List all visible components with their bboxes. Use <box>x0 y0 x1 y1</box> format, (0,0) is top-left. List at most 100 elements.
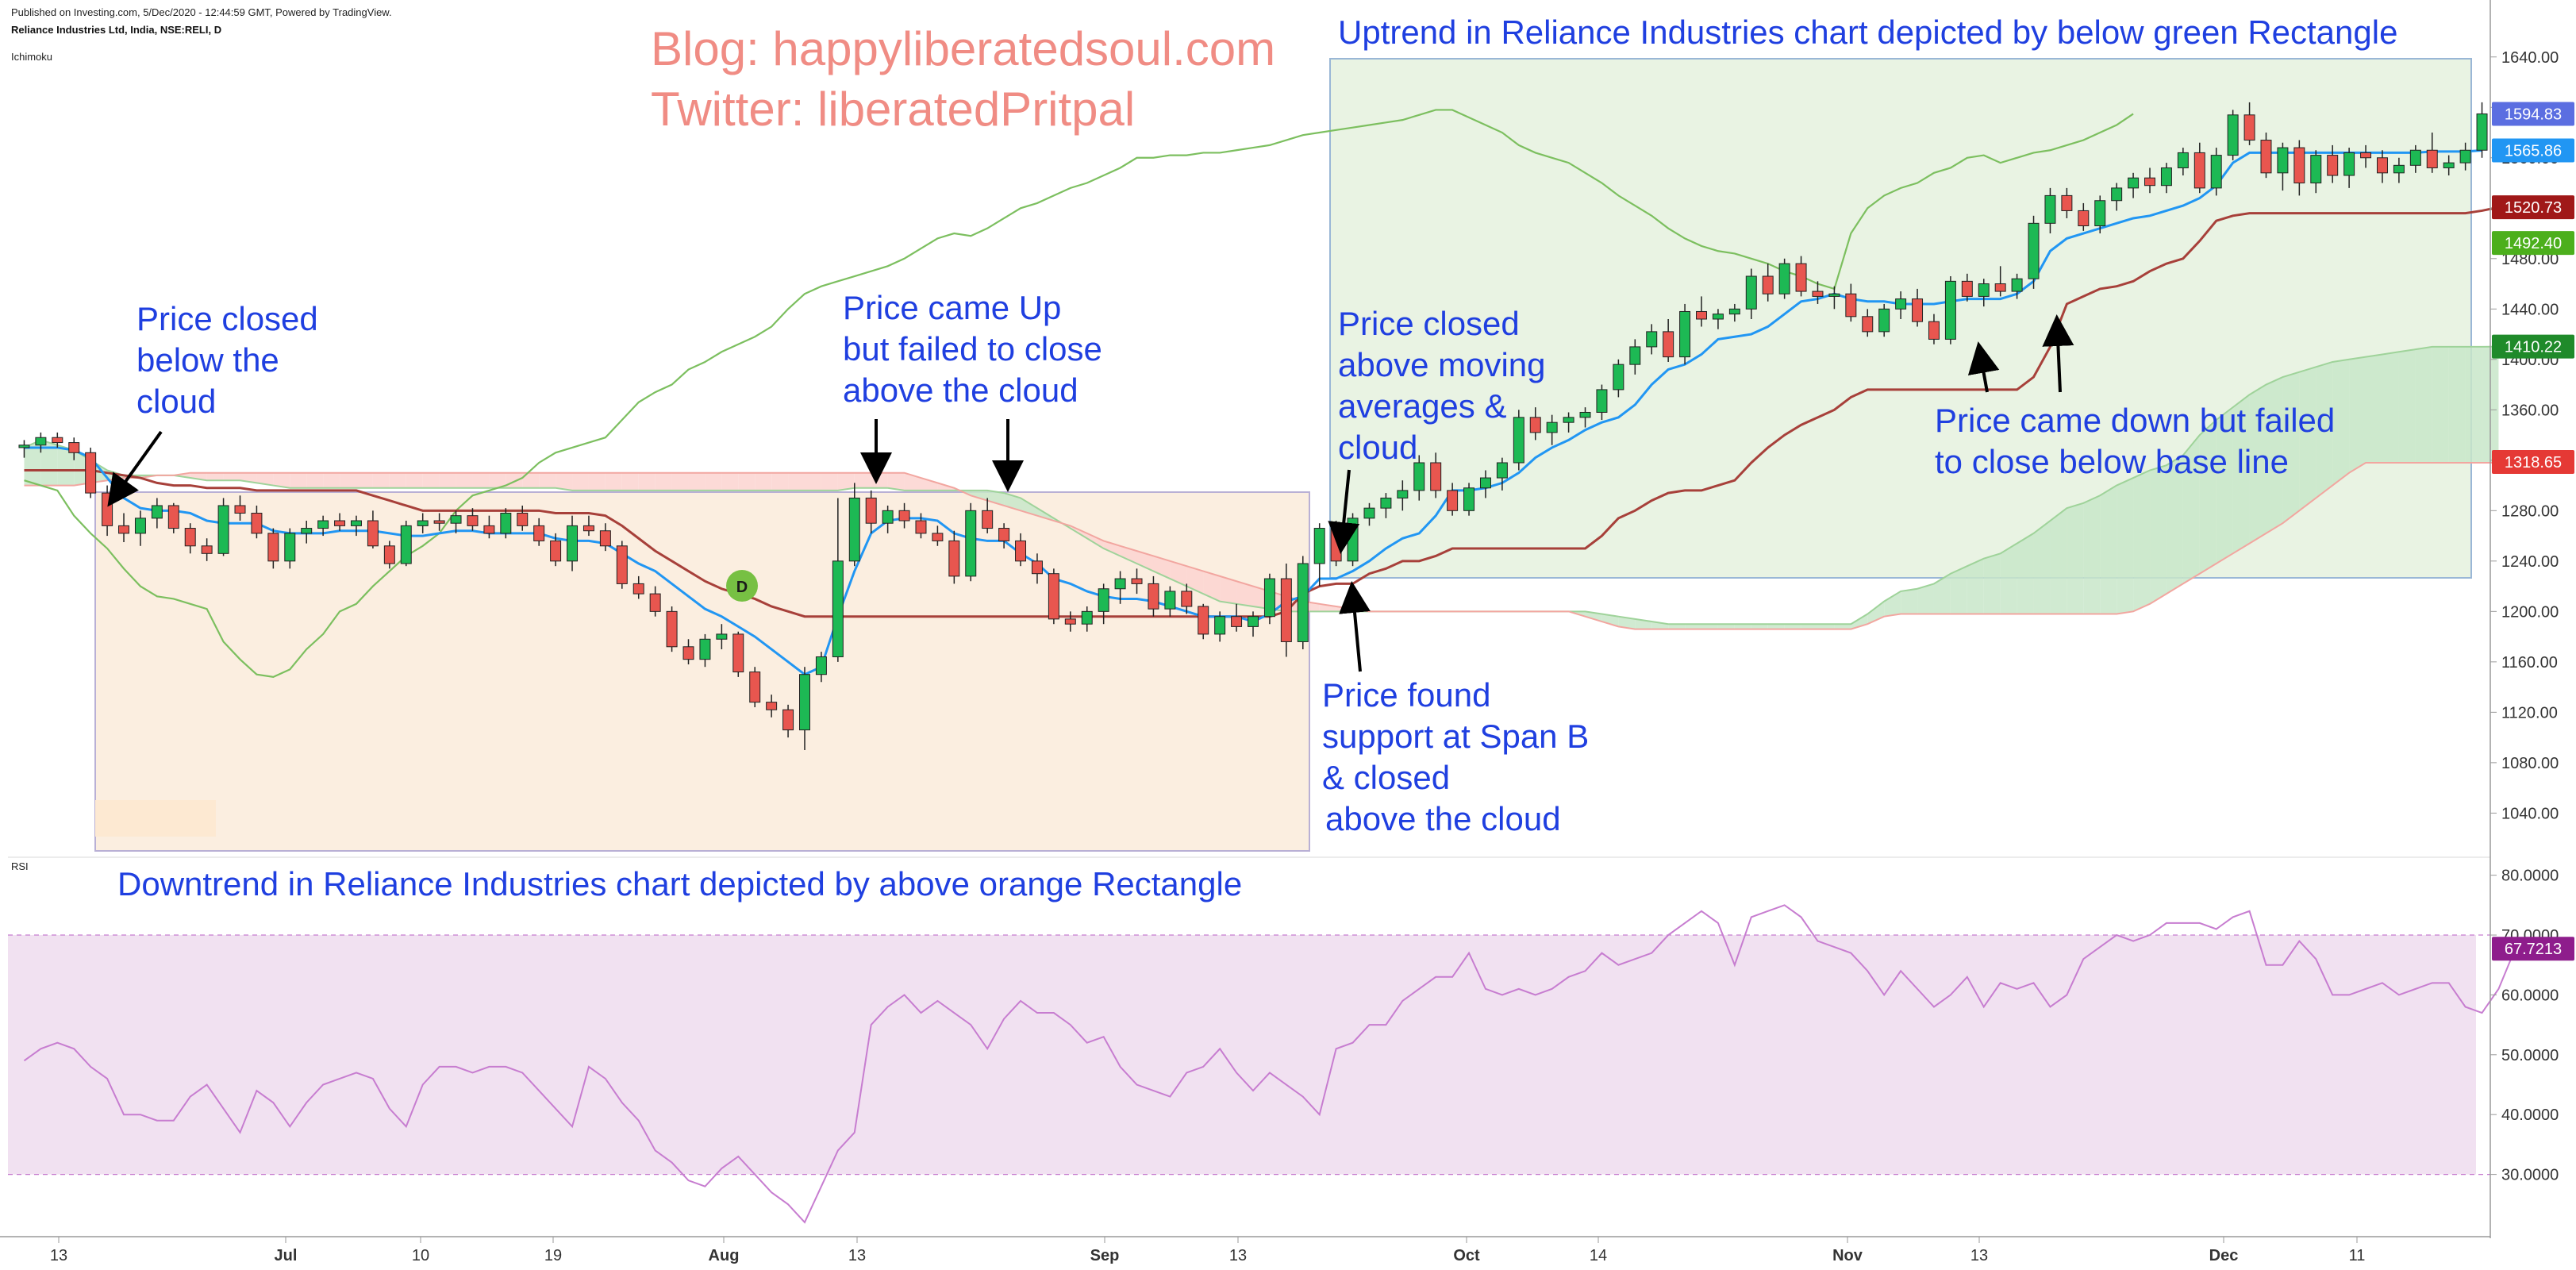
cloud-segment <box>588 472 606 491</box>
price-tag <box>2492 449 2574 474</box>
candle <box>832 560 844 657</box>
cloud-segment <box>1851 614 1868 629</box>
cloud-segment <box>2332 359 2350 486</box>
candle <box>1728 308 1740 315</box>
candle <box>483 525 495 534</box>
candle <box>848 497 860 562</box>
candle <box>2044 194 2056 224</box>
candle <box>1131 578 1143 584</box>
rsi-tick-label: 30.0000 <box>2501 1167 2559 1184</box>
candle <box>201 545 213 554</box>
time-tick-label: 13 <box>1229 1247 1247 1264</box>
candle <box>1663 331 1674 358</box>
candle <box>1496 462 1508 479</box>
candle <box>1579 411 1591 418</box>
cloud-segment <box>57 444 75 486</box>
cloud-segment <box>671 472 689 491</box>
candle <box>267 533 279 562</box>
cloud-segment <box>621 472 639 491</box>
candle <box>400 525 412 564</box>
candle <box>1928 321 1940 340</box>
candle <box>1912 298 1924 322</box>
cloud-segment <box>854 472 871 488</box>
candle <box>699 638 711 660</box>
arrow-closed-below <box>107 430 163 507</box>
time-tick-label: 14 <box>1590 1247 1607 1264</box>
candle <box>766 702 778 710</box>
price-tick-label: 1440.00 <box>2501 301 2559 318</box>
cloud-segment <box>1618 616 1636 629</box>
cloud-segment <box>422 472 440 488</box>
cloud-segment <box>2448 346 2466 463</box>
candle <box>599 530 611 547</box>
cloud-segment <box>837 472 855 491</box>
candle <box>1081 610 1093 625</box>
cloud-segment <box>1867 601 1885 625</box>
cloud-segment <box>788 472 805 491</box>
candle <box>782 709 794 731</box>
cloud-segment <box>2299 367 2316 511</box>
cloud-segment <box>1186 566 1204 595</box>
candle <box>151 505 163 519</box>
time-tick-label: 11 <box>2349 1247 2366 1264</box>
candle <box>1330 528 1342 562</box>
candle <box>2243 114 2255 141</box>
closed-below-line-2: below the <box>136 341 279 379</box>
rsi-tag-label: 67.7213 <box>2505 941 2562 958</box>
cloud-segment <box>389 472 406 488</box>
candle <box>118 525 130 534</box>
price-tag-label: 1318.65 <box>2505 454 2562 471</box>
cloud-segment <box>1236 581 1253 606</box>
rsi-tick-label: 50.0000 <box>2501 1047 2559 1064</box>
cloud-segment <box>206 472 224 481</box>
annotations: Uptrend in Reliance Industries chart dep… <box>117 13 2397 902</box>
cloud-segment <box>356 472 373 488</box>
found-support-line-4: above the cloud <box>1325 800 1561 837</box>
candle <box>1164 591 1176 610</box>
cloud-segment <box>256 472 274 486</box>
candle <box>500 512 512 534</box>
candle <box>1048 573 1059 620</box>
candle <box>1263 578 1275 618</box>
cloud-segment <box>556 472 573 491</box>
arrow-closed-above-ma <box>1328 469 1360 554</box>
candle <box>1812 291 1824 297</box>
time-tick-label: 13 <box>848 1247 866 1264</box>
candle <box>550 540 562 562</box>
candle <box>749 672 761 703</box>
cloud-segment <box>2282 371 2300 524</box>
came-up-line-2: but failed to close <box>843 330 1102 368</box>
found-support-line-2: support at Span B <box>1322 718 1589 755</box>
cloud-segment <box>1220 575 1237 604</box>
candle <box>1862 316 1874 333</box>
candle <box>1994 283 2006 292</box>
candle <box>1961 280 1973 297</box>
candle <box>1114 578 1126 590</box>
candle <box>284 533 296 562</box>
candle <box>1313 528 1325 564</box>
dividend-marker[interactable] <box>726 570 758 602</box>
candle <box>68 442 80 453</box>
candle <box>732 633 744 673</box>
cloud-segment <box>2366 354 2382 463</box>
candle <box>1248 616 1259 627</box>
cloud-segment <box>572 472 589 491</box>
rsi-tick-label: 60.0000 <box>2501 987 2559 1004</box>
candle <box>1629 346 1641 365</box>
candle <box>1679 310 1691 358</box>
candle <box>85 452 97 494</box>
found-support-line-1: Price found <box>1322 676 1490 714</box>
candle <box>1596 389 1608 413</box>
cloud-segment <box>1086 533 1104 548</box>
candle <box>898 510 910 521</box>
cloud-segment <box>1901 588 1918 614</box>
rsi-tick-label: 80.0000 <box>2501 868 2559 885</box>
candle <box>1347 518 1359 562</box>
cloud-segment <box>2100 485 2117 614</box>
cloud-segment <box>771 472 789 491</box>
cloud-segment <box>638 472 656 491</box>
cloud-segment <box>755 472 772 491</box>
time-tick-label: 19 <box>544 1247 562 1264</box>
price-tag <box>2492 138 2574 163</box>
cloud-segment <box>340 472 356 488</box>
